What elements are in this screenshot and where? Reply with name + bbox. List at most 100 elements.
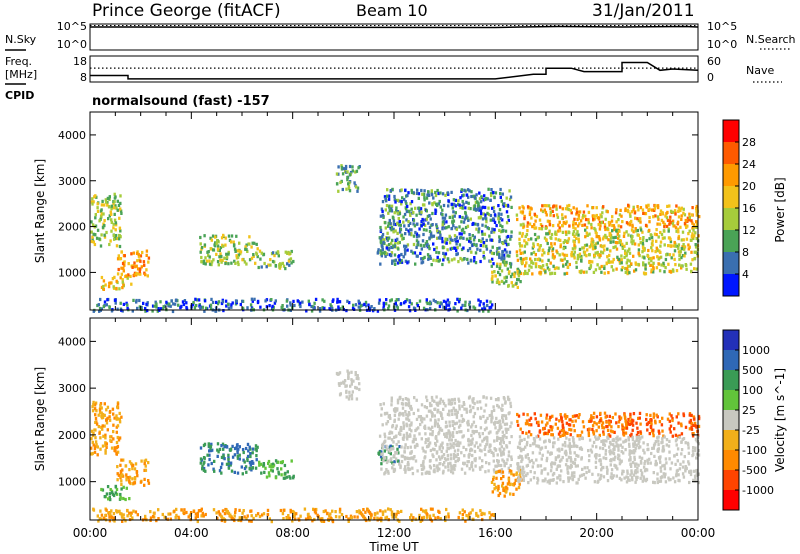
power-cell	[251, 299, 254, 303]
power-cell	[495, 280, 499, 284]
power-cell	[674, 263, 677, 267]
velocity-cell	[92, 403, 95, 407]
power-cell	[310, 309, 314, 313]
power-cell	[639, 237, 642, 241]
power-cell	[416, 304, 420, 308]
velocity-cell	[639, 445, 642, 449]
power-cell	[387, 243, 391, 247]
velocity-cell	[242, 458, 245, 462]
power-cell	[572, 206, 575, 210]
velocity-cell	[551, 414, 554, 418]
velocity-cell	[400, 428, 403, 432]
velocity-cell	[634, 471, 638, 475]
power-cell	[385, 252, 388, 256]
power-cell	[237, 262, 240, 267]
velocity-cell	[110, 515, 114, 519]
velocity-cell	[479, 406, 483, 410]
velocity-cell	[393, 413, 397, 417]
velocity-cell	[355, 386, 358, 390]
velocity-cell	[558, 464, 562, 468]
power-cell	[615, 267, 618, 271]
power-cell	[477, 201, 480, 205]
velocity-cell	[326, 512, 329, 516]
velocity-cell	[621, 445, 624, 449]
velocity-cell	[664, 457, 668, 461]
velocity-cell	[448, 420, 451, 424]
velocity-cell	[105, 445, 108, 449]
power-cell	[391, 261, 394, 265]
power-cell	[406, 261, 409, 265]
velocity-cell	[136, 474, 139, 478]
power-cell	[363, 302, 366, 306]
velocity-cell	[598, 453, 601, 457]
power-cell	[561, 224, 564, 228]
velocity-cell	[544, 431, 547, 435]
velocity-cell	[560, 447, 564, 451]
velocity-cell	[438, 428, 441, 432]
power-cell	[453, 202, 456, 206]
power-cell	[203, 234, 206, 238]
velocity-cell	[396, 459, 400, 463]
power-cell	[548, 246, 551, 250]
velocity-cell	[687, 443, 690, 447]
velocity-cell	[447, 402, 451, 406]
velocity-cell	[639, 422, 642, 426]
velocity-cell	[493, 470, 496, 474]
power-cell	[671, 222, 675, 226]
power-cell	[211, 300, 215, 304]
power-cell	[490, 264, 493, 268]
velocity-cell	[533, 412, 536, 416]
power-cell	[600, 215, 603, 219]
velocity-cell	[661, 449, 664, 453]
power-cell	[230, 303, 233, 307]
power-cell	[217, 263, 220, 267]
power-cell	[323, 299, 326, 303]
velocity-cell	[638, 416, 641, 420]
power-cell	[289, 303, 292, 307]
velocity-cell	[528, 460, 531, 464]
power-cell	[347, 187, 351, 191]
frequency-panel: Freq. [MHz] 18 8 60 0 Nave	[5, 55, 782, 85]
power-cell	[444, 213, 448, 217]
beam-label: Beam 10	[356, 1, 428, 20]
power-cell	[673, 209, 677, 213]
velocity-cell	[502, 441, 505, 445]
power-cell	[390, 241, 393, 245]
power-cell	[495, 264, 499, 268]
velocity-cell	[637, 436, 640, 440]
power-cell	[473, 196, 476, 200]
power-cell	[445, 300, 448, 304]
power-cell	[110, 309, 114, 313]
power-cell	[580, 256, 583, 260]
power-cell	[666, 204, 669, 208]
velocity-cell	[566, 431, 569, 435]
power-cell	[144, 273, 147, 277]
power-cell	[423, 196, 426, 200]
velocity-cell	[112, 412, 115, 416]
velocity-cell	[470, 439, 473, 443]
power-cell	[484, 216, 487, 220]
power-cell	[346, 170, 349, 174]
power-cell	[479, 200, 483, 204]
power-cell	[468, 233, 471, 237]
power-cell	[394, 241, 397, 245]
power-cell	[442, 305, 445, 309]
power-cell	[426, 253, 430, 257]
power-cell	[515, 281, 518, 285]
velocity-cell	[345, 384, 348, 388]
power-cell	[648, 228, 651, 232]
power-cell	[645, 205, 648, 209]
power-cell	[380, 243, 384, 247]
velocity-cell	[357, 377, 360, 381]
velocity-cell	[227, 462, 230, 466]
power-cell	[636, 205, 639, 209]
power-cell	[522, 224, 526, 228]
velocity-cell	[236, 451, 239, 455]
power-cell	[467, 261, 470, 265]
velocity-cell	[94, 420, 97, 424]
power-cell	[451, 238, 454, 242]
power-cell	[496, 247, 499, 251]
velocity-cell	[381, 444, 384, 448]
power-cell	[510, 205, 513, 209]
power-cell	[633, 242, 637, 246]
